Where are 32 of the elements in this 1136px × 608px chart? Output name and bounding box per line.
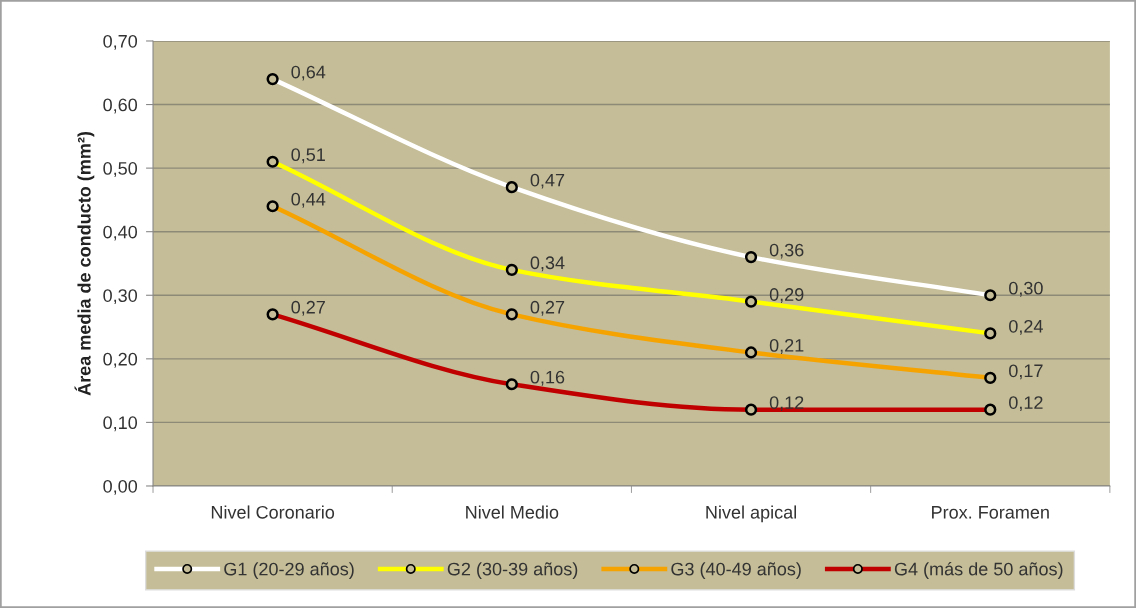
y-tick-label: 0,40 (103, 225, 138, 241)
data-label: 0,36 (769, 243, 804, 259)
data-label: 0,12 (1009, 396, 1043, 412)
data-label: 0,44 (291, 192, 326, 208)
data-label: 0,30 (1009, 281, 1043, 297)
y-tick-label: 0,30 (103, 289, 138, 305)
y-axis-title: Área media de conducto (mm²) (74, 131, 95, 396)
y-tick-label: 0,00 (103, 479, 138, 495)
data-label: 0,16 (530, 370, 565, 386)
data-label: 0,27 (530, 300, 565, 316)
data-label: 0,29 (769, 288, 804, 304)
y-tick-label: 0,50 (103, 162, 138, 177)
data-label: 0,47 (530, 173, 565, 189)
y-tick-label: 0,70 (103, 34, 138, 50)
data-label: 0,64 (291, 65, 326, 81)
data-label: 0,24 (1009, 319, 1043, 335)
x-tick-label: Nivel apical (706, 505, 797, 523)
data-label: 0,27 (291, 300, 325, 316)
x-tick-label: Nivel Coronario (211, 505, 335, 519)
legend-label: G3 (40-49 años) (671, 562, 801, 580)
legend-label: G2 (30-39 años) (447, 562, 578, 580)
x-tick-label: Prox. Foramen (932, 506, 1049, 519)
y-tick-label: 0,20 (103, 352, 138, 368)
data-label: 0,17 (1009, 364, 1043, 380)
data-label: 0,34 (530, 256, 565, 272)
legend-label: G4 (más de 50 años) (894, 561, 1063, 580)
legend-label: G1 (20-29 años) (224, 562, 354, 580)
x-tick-label: Nivel Medio (466, 505, 559, 519)
data-label: 0,21 (769, 338, 804, 354)
data-label: 0,51 (291, 148, 325, 164)
y-tick-label: 0,10 (103, 416, 138, 432)
y-tick-label: 0,60 (103, 98, 138, 114)
